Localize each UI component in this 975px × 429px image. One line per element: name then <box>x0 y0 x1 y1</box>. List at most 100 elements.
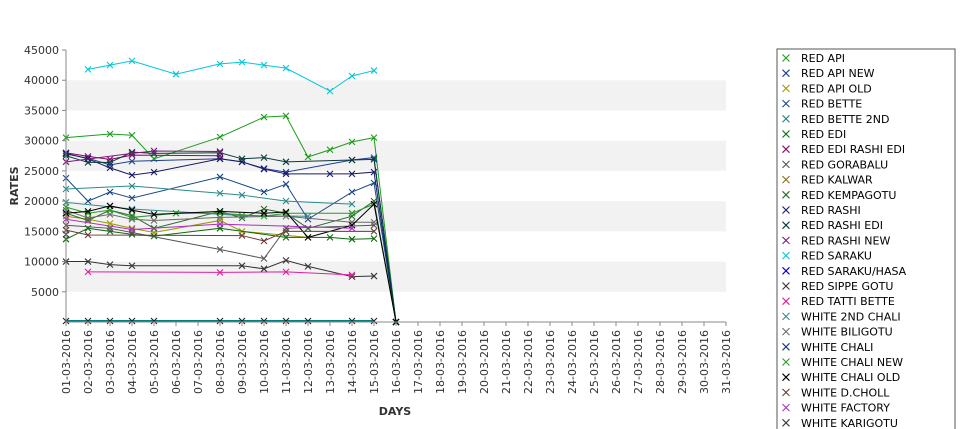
data-point <box>128 171 136 179</box>
data-point <box>84 207 92 215</box>
x-tick-label: 14-03-2016 <box>346 330 359 394</box>
y-tick-label: 5000 <box>31 286 59 299</box>
series-line <box>65 227 375 240</box>
data-point <box>238 317 246 325</box>
legend-item: WHITE CHALI <box>782 341 873 354</box>
data-point <box>282 209 290 217</box>
series-red-rashi-edi <box>62 148 400 326</box>
data-point <box>150 211 158 218</box>
data-point <box>128 157 136 165</box>
data-point <box>238 232 246 239</box>
grid-band <box>66 80 726 111</box>
x-tick-label: 04-03-2016 <box>126 330 139 394</box>
legend-marker <box>782 206 790 214</box>
data-point <box>260 255 268 262</box>
data-point <box>238 191 246 199</box>
legend-label: WHITE CHALI OLD <box>801 371 900 384</box>
data-point <box>348 188 356 196</box>
data-point <box>260 237 268 245</box>
grid-band <box>66 170 726 202</box>
data-point <box>348 317 356 325</box>
series-line <box>65 150 221 163</box>
legend-label: RED EDI RASHI EDI <box>801 143 905 156</box>
data-point <box>326 170 334 178</box>
series-line <box>65 218 353 231</box>
legend-item: RED SIPPE GOTU <box>782 280 893 293</box>
legend-label: RED TATTI BETTE <box>801 295 895 308</box>
data-point <box>216 148 224 155</box>
legend-item: WHITE BILIGOTU <box>782 326 893 339</box>
series-red-saraku <box>84 57 378 95</box>
data-point <box>216 269 224 276</box>
data-point <box>326 87 334 95</box>
grid-band <box>66 291 726 322</box>
data-point <box>216 246 224 253</box>
legend-label: RED KEMPAGOTU <box>801 189 896 202</box>
x-tick-label: 25-03-2016 <box>588 330 601 394</box>
series-line <box>65 203 375 218</box>
data-point <box>128 214 136 221</box>
legend-marker <box>782 69 790 78</box>
series-red-rashi-new <box>62 147 224 166</box>
grid-bands <box>66 50 726 322</box>
legend-marker <box>782 327 790 336</box>
data-point <box>128 57 136 65</box>
legend-marker <box>782 297 790 306</box>
legend-marker <box>782 418 790 427</box>
legend-item: RED RASHI EDI <box>782 219 883 232</box>
legend-label: RED API OLD <box>801 82 872 95</box>
data-point <box>128 206 136 214</box>
legend-label: RED EDI <box>801 128 846 141</box>
grid-band <box>66 231 726 262</box>
series-line <box>65 201 309 217</box>
legend-marker <box>782 84 790 93</box>
legend-item: RED GORABALU <box>782 158 888 171</box>
data-point <box>84 197 92 205</box>
legend-marker <box>782 403 790 412</box>
legend-box <box>776 48 956 429</box>
data-point <box>282 180 290 188</box>
data-point <box>282 158 290 166</box>
legend-item: RED BETTE 2ND <box>782 113 889 126</box>
x-tick-label: 19-03-2016 <box>456 330 469 394</box>
series-red-gorabalu <box>62 221 378 262</box>
series-line <box>66 259 375 278</box>
legend-label: RED SARAKU <box>801 250 872 263</box>
data-point <box>370 200 378 208</box>
x-tick-label: 05-03-2016 <box>148 330 161 394</box>
data-point <box>348 224 356 232</box>
data-point <box>84 159 92 166</box>
data-point <box>370 218 378 226</box>
legend-label: WHITE 2ND CHALI <box>801 310 901 323</box>
data-point <box>238 58 246 66</box>
x-tick-label: 30-03-2016 <box>698 330 711 394</box>
x-tick-label: 16-03-2016 <box>390 330 403 394</box>
legend-label: WHITE CHALI <box>801 341 873 354</box>
x-tick-label: 17-03-2016 <box>412 330 425 394</box>
legend-item: WHITE D.CHOLL <box>782 386 890 399</box>
y-axis-label: RATES <box>8 166 21 205</box>
x-tick-label: 21-03-2016 <box>500 330 513 394</box>
legend-item: RED API NEW <box>782 67 875 80</box>
legend-marker <box>782 358 790 366</box>
legend-marker <box>782 312 790 321</box>
series-zero-baseline <box>62 317 378 325</box>
data-point <box>348 209 356 217</box>
legend-label: RED RASHI NEW <box>801 234 890 247</box>
legend-marker <box>782 236 790 245</box>
legend-item: RED TATTI BETTE <box>782 295 895 308</box>
legend-item: WHITE CHALI NEW <box>782 356 903 369</box>
x-tick-label: 12-03-2016 <box>302 330 315 394</box>
data-point <box>106 188 114 196</box>
legend-label: WHITE FACTORY <box>801 402 890 415</box>
data-point <box>150 217 158 224</box>
data-point <box>282 256 290 264</box>
legend-marker <box>782 221 790 230</box>
series-line <box>65 115 397 323</box>
data-point <box>150 232 158 240</box>
data-point <box>128 131 136 139</box>
y-tick-label: 40000 <box>24 74 59 87</box>
data-point <box>370 221 378 229</box>
series-line <box>65 215 309 238</box>
data-point <box>260 212 268 220</box>
